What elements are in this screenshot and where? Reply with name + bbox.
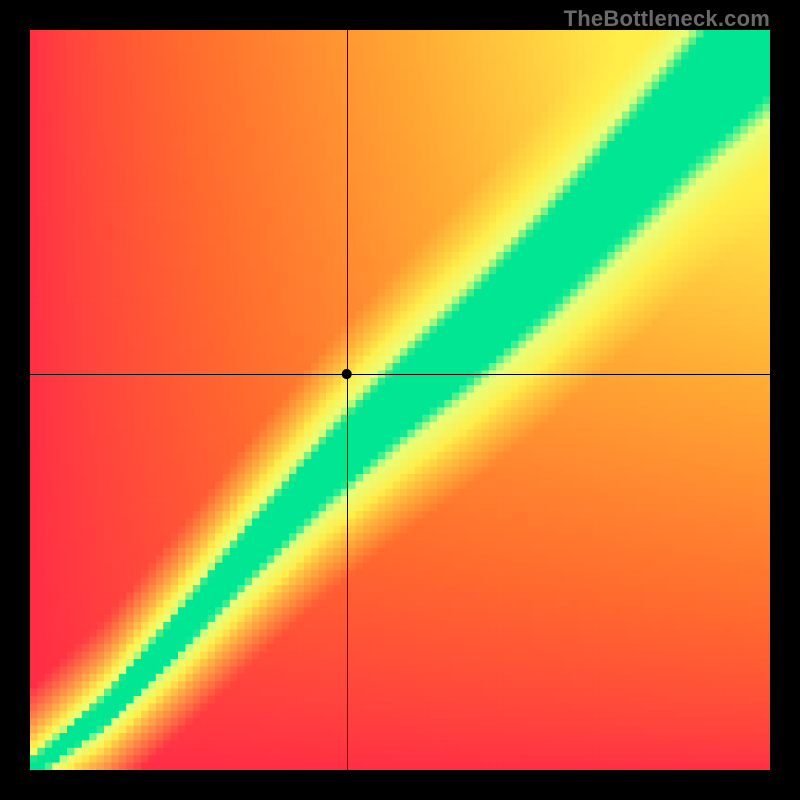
page-root: TheBottleneck.com — [0, 0, 800, 800]
heatmap-canvas — [30, 30, 770, 770]
watermark-text: TheBottleneck.com — [564, 6, 770, 32]
plot-frame — [30, 30, 770, 770]
